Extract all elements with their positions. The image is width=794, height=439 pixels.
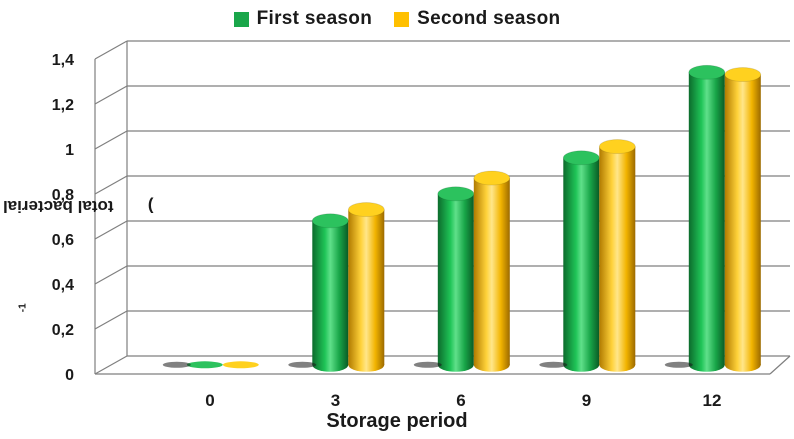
y-tick-label: 1,4 [52,52,74,69]
bar-second-season [222,361,259,369]
bar-body [348,209,385,365]
legend-label-second-season: Second season [417,8,561,29]
bar-body [312,220,349,365]
bar-zero-disc [186,361,223,369]
bar-top [347,202,385,217]
bar-body [688,72,725,365]
x-tick-label: 12 [703,391,722,410]
bar-top [562,150,600,166]
bar-shadow [539,361,568,368]
legend-swatch-second-season [394,11,410,27]
bar-top [311,213,349,229]
bar-zero-disc [222,361,259,369]
bar-base [348,357,385,372]
y-tick-label: 0 [65,367,74,384]
gridline-diagonal [94,265,128,285]
y-axis-label: total bacterial count (cfu/g-1) [0,56,153,356]
y-axis-label-superscript: -1 [17,303,29,313]
bar-shadow [288,361,317,368]
x-tick-label: 9 [582,391,591,410]
bar-second-season [724,67,762,372]
bar-body [599,146,636,365]
gridline-diagonal [94,85,128,105]
gridline-diagonal [94,220,128,240]
gridline-diagonal [94,310,128,330]
bar-top [473,170,511,186]
y-axis-ticks: 0 0,2 0,4 0,6 0,8 1 1,2 1,4 [52,52,74,384]
y-tick-label: 1,2 [52,97,74,114]
bar-base [688,357,725,372]
legend-label-first-season: First season [256,8,373,29]
bar-body [473,178,510,365]
y-tick-label: 1 [65,142,74,159]
y-tick-label: 0,6 [52,232,74,249]
bar-shadow [664,361,693,368]
x-tick-label: 6 [456,391,465,410]
bar-top [688,64,726,80]
bar-base [599,357,636,372]
bar-body [563,157,600,365]
bar-first-season [311,213,349,372]
floor-right-edge [769,355,791,375]
gridline-diagonal [94,175,128,195]
bar-body [724,74,761,365]
y-tick-label: 0,8 [52,187,74,204]
x-axis-ticks: 0 3 6 9 12 [205,391,721,410]
bar-top [724,67,762,82]
x-axis-label: Storage period [326,410,468,432]
y-tick-label: 0,4 [52,277,74,294]
x-tick-label: 3 [331,391,340,410]
bar-first-season [437,186,475,372]
gridline-diagonal [94,130,128,150]
bar-shadow [413,361,442,368]
bar-first-season [688,64,726,372]
legend-item-second-season: Second season [394,8,560,30]
x-tick-label: 0 [205,391,214,410]
bar-second-season [598,139,636,372]
bar-base [563,357,600,372]
chart-bars [162,64,762,372]
chart-legend: First season Second season [0,6,794,32]
gridline-diagonal [94,40,128,60]
legend-item-first-season: First season [233,8,373,30]
bar-base [312,357,349,372]
bar-body [437,193,474,365]
bar-first-season [562,150,600,372]
bar-second-season [347,202,385,372]
bar-base [473,357,510,372]
bar-base [437,357,474,372]
bar-top [598,139,636,154]
y-axis-label-close: ) [147,197,154,216]
bar-second-season [473,170,511,372]
gridline-diagonal [94,355,128,375]
bar-shadow [162,361,191,368]
y-tick-label: 0,2 [52,322,74,339]
legend-swatch-first-season [233,11,249,27]
bar-first-season [186,361,223,369]
bar-top [437,186,475,202]
bar-base [724,357,761,372]
